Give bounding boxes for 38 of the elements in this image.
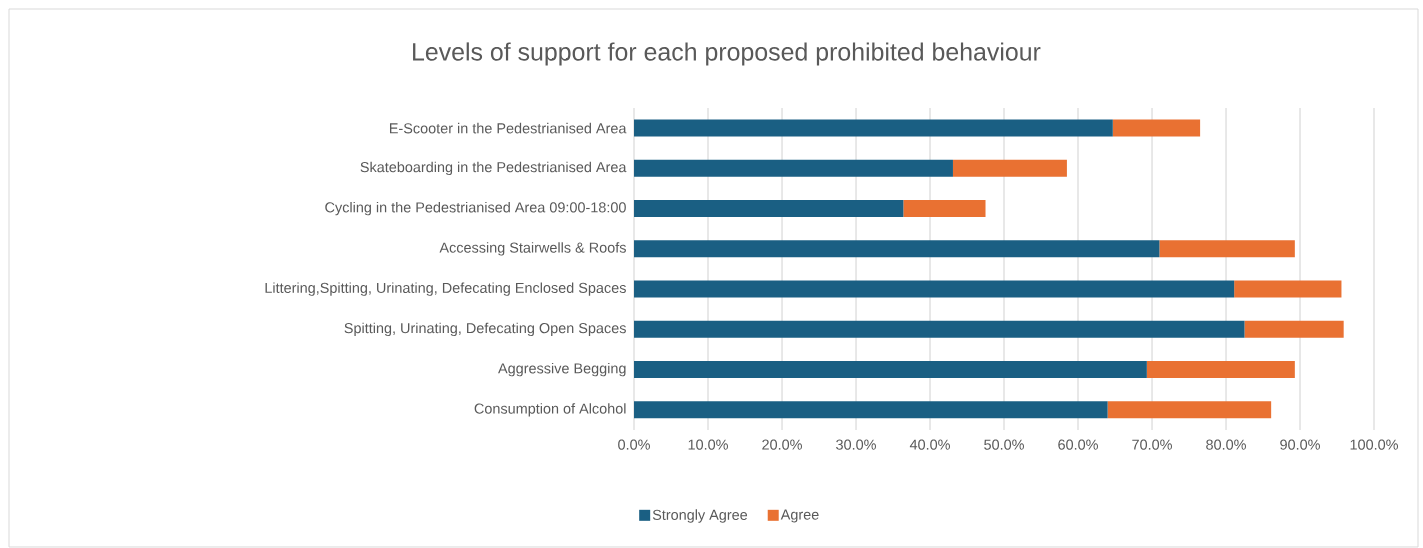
bar [634,159,953,177]
bar [634,119,1113,137]
bar [634,200,904,218]
bar [1107,401,1272,419]
y-tick-label: Spitting, Urinating, Defecating Open Spaces [344,322,626,337]
bar [634,320,1245,338]
legend-label: Strongly Agree [652,509,748,523]
x-tick-label: 50.0% [984,439,1024,450]
y-tick-label: Accessing Stairwells & Roofs [439,242,626,256]
x-tick-label: 20.0% [762,439,802,450]
chart-title: Levels of support for each proposed prohibited behaviour [413,42,1041,66]
y-tick-label: Aggressive Begging [498,362,626,377]
x-tick-label: 40.0% [909,439,950,450]
y-tick-label: Skateboarding in the Pedestrianised Area [360,161,627,176]
x-tick-label: 60.0% [1058,439,1098,450]
bar [1146,361,1295,379]
x-tick-label: 70.0% [1132,439,1172,450]
bar [634,280,1235,298]
y-tick-label: Consumption of Alcohol [474,403,626,417]
bar [1112,119,1201,137]
legend-label: Agree [780,509,819,523]
x-tick-label: 0.0% [618,439,650,450]
bar [903,200,986,218]
x-tick-label: 30.0% [836,439,876,450]
x-tick-label: 80.0% [1206,439,1246,450]
y-tick-label: Littering,Spitting, Urinating, Defecating Enclosed Spaces [265,282,626,296]
bar [1159,240,1295,258]
x-tick-label: 10.0% [688,439,728,450]
bar [634,240,1160,258]
bar [1234,280,1342,298]
bar [634,401,1108,419]
x-tick-label: 90.0% [1280,439,1320,450]
bar [634,361,1147,379]
x-tick-label: 100.0% [1350,439,1399,450]
y-tick-label: E-Scooter in the Pedestrianised Area [390,122,627,134]
y-tick-label: Cycling in the Pedestrianised Area 09:00-18:00 [325,201,626,216]
bar [1244,320,1344,338]
bar [952,159,1067,177]
